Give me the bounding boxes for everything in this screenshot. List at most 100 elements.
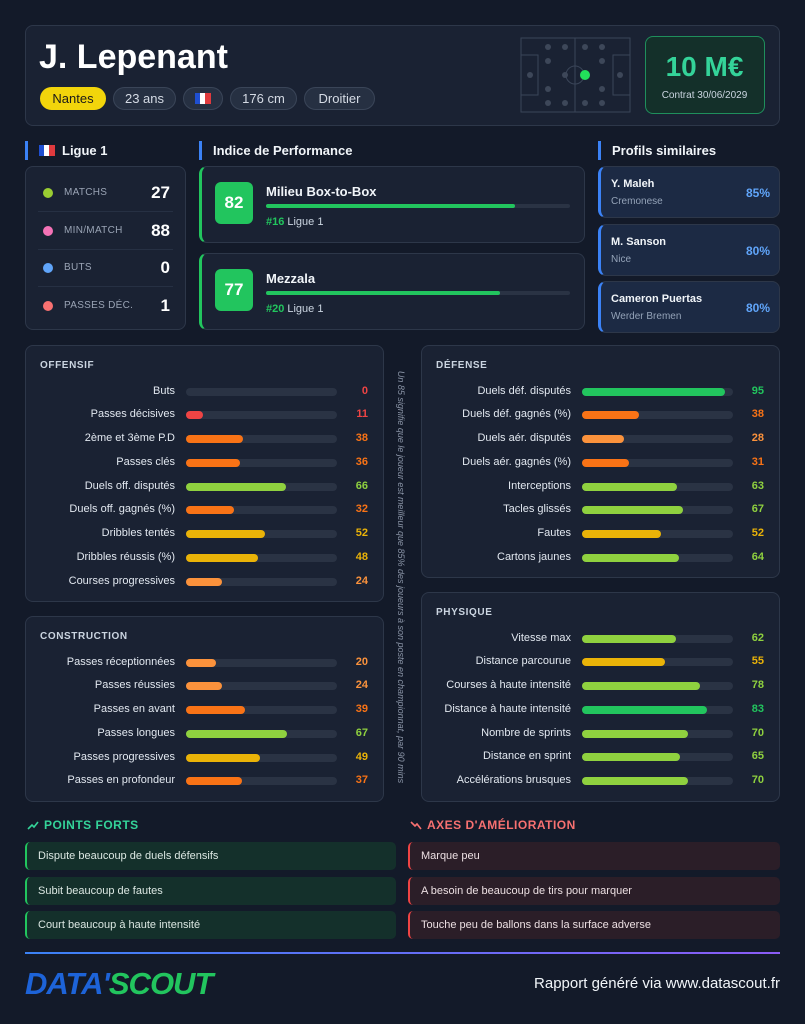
- similar-club: Cremonese: [611, 196, 663, 207]
- stat-label: Duels déf. gagnés (%): [462, 408, 571, 421]
- stat-track: [186, 577, 337, 586]
- stat-track: [582, 634, 733, 643]
- stat-label: Passes longues: [97, 726, 175, 739]
- role-track: [266, 291, 570, 295]
- section-title: CONSTRUCTION: [40, 631, 128, 642]
- role-name: Milieu Box-to-Box: [266, 184, 377, 199]
- stat-bar: [186, 553, 259, 562]
- stat-icon: [43, 188, 53, 198]
- stat-bar: [186, 729, 288, 738]
- role-score: 77: [215, 269, 253, 311]
- section-card: DÉFENSE Duels déf. disputés 95 Duels déf. g…: [421, 345, 780, 578]
- stat-value: 49: [355, 750, 368, 763]
- stat-bar: [582, 658, 666, 667]
- improvements-heading: AXES D'AMÉLIORATION: [410, 818, 576, 832]
- stat-track: [582, 482, 733, 491]
- role-score: 82: [215, 182, 253, 224]
- section-title: DÉFENSE: [436, 360, 488, 371]
- role-card: 77 Mezzala #20 Ligue 1: [199, 253, 585, 330]
- stat-track: [582, 705, 733, 714]
- stat-track: [582, 506, 733, 515]
- stat-value: 52: [355, 527, 368, 539]
- stat-bar: [582, 753, 681, 762]
- stat-value: 0: [361, 384, 368, 397]
- stat-bar: [186, 706, 245, 714]
- logo-scout: SCOUT: [108, 966, 213, 1001]
- stat-icon: [43, 263, 53, 273]
- stat-bar: [186, 458, 241, 467]
- stat-value: 70: [751, 726, 764, 739]
- stat-bar: [186, 530, 265, 538]
- stat-label: Vitesse max: [511, 631, 571, 644]
- stat-value: 39: [355, 703, 368, 715]
- stat-bar: [186, 682, 223, 691]
- stat-value: 62: [751, 631, 764, 644]
- stat-label: Fautes: [537, 527, 571, 539]
- stat-track: [186, 411, 337, 420]
- stat-bar: [186, 435, 244, 443]
- stat-bar: [582, 530, 661, 538]
- stat-bar: [582, 387, 726, 396]
- stat-value: 55: [751, 655, 764, 668]
- divider: [38, 248, 173, 250]
- stat-value: 1: [160, 295, 170, 315]
- stat-icon: [43, 300, 53, 311]
- divider: [38, 286, 173, 287]
- stat-label: Passes réceptionnées: [66, 655, 175, 668]
- stat-label: Accélérations brusques: [456, 774, 571, 786]
- stat-bar: [582, 458, 629, 467]
- percentile-note: Un 85 signifie que le joueur est meilleu…: [396, 370, 406, 784]
- performance-title: Indice de Performance: [199, 141, 352, 160]
- stat-value: 32: [355, 503, 368, 516]
- stat-track: [582, 435, 733, 443]
- stat-label: Duels aér. gagnés (%): [462, 455, 571, 468]
- stat-bar: [186, 753, 260, 762]
- similar-name: M. Sanson: [611, 236, 667, 248]
- role-bar: [266, 291, 501, 295]
- stat-label: Courses progressives: [68, 574, 175, 587]
- strengths-title: POINTS FORTS: [44, 818, 139, 832]
- stat-track: [186, 729, 337, 738]
- stat-value: 24: [355, 679, 368, 692]
- stat-value: 11: [356, 408, 368, 421]
- section-card: OFFENSIF Buts 0 Passes décisives 11 2ème et 3…: [25, 345, 384, 602]
- stat-track: [582, 658, 733, 667]
- stat-track: [186, 458, 337, 467]
- similar-card: Cameron Puertas Werder Bremen 80%: [598, 281, 780, 333]
- stat-value: 83: [751, 702, 764, 715]
- role-track: [266, 204, 570, 208]
- stat-bar: [186, 777, 242, 786]
- stat-value: 70: [751, 774, 764, 786]
- rank-league: Ligue 1: [287, 303, 324, 315]
- stat-bar: [186, 658, 217, 667]
- improvements-title: AXES D'AMÉLIORATION: [427, 818, 576, 832]
- stat-label: Distance parcourue: [475, 655, 571, 668]
- logo: DATA'SCOUT: [25, 966, 213, 1002]
- stat-track: [186, 753, 337, 762]
- stat-label: Cartons jaunes: [497, 550, 571, 563]
- stat-bar: [582, 506, 684, 515]
- stat-bar: [582, 411, 640, 420]
- stat-label: PASSES DÉC.: [64, 299, 134, 311]
- footer-text: Rapport généré via www.datascout.fr: [534, 975, 780, 992]
- flag: [195, 93, 211, 104]
- stat-value: 38: [751, 408, 764, 421]
- stat-bar: [582, 553, 679, 562]
- stat-bar: [582, 777, 688, 785]
- similar-club: Werder Bremen: [611, 311, 682, 322]
- stat-label: Duels déf. disputés: [477, 384, 571, 397]
- stat-track: [186, 777, 337, 786]
- stat-track: [582, 387, 733, 396]
- value-card: 10 M€ Contrat 30/06/2029: [645, 36, 765, 114]
- stat-value: 28: [751, 432, 764, 444]
- footer-rule: [25, 952, 780, 954]
- height-pill: 176 cm: [230, 87, 297, 110]
- stat-label: Duels off. disputés: [84, 479, 175, 492]
- stat-icon: [43, 225, 53, 236]
- stat-label: Passes en profondeur: [67, 774, 175, 787]
- stat-label: Buts: [152, 384, 175, 397]
- strengths-item: Dispute beaucoup de duels défensifs: [25, 842, 396, 870]
- improvements-item: Marque peu: [408, 842, 780, 870]
- stat-value: 95: [751, 384, 764, 397]
